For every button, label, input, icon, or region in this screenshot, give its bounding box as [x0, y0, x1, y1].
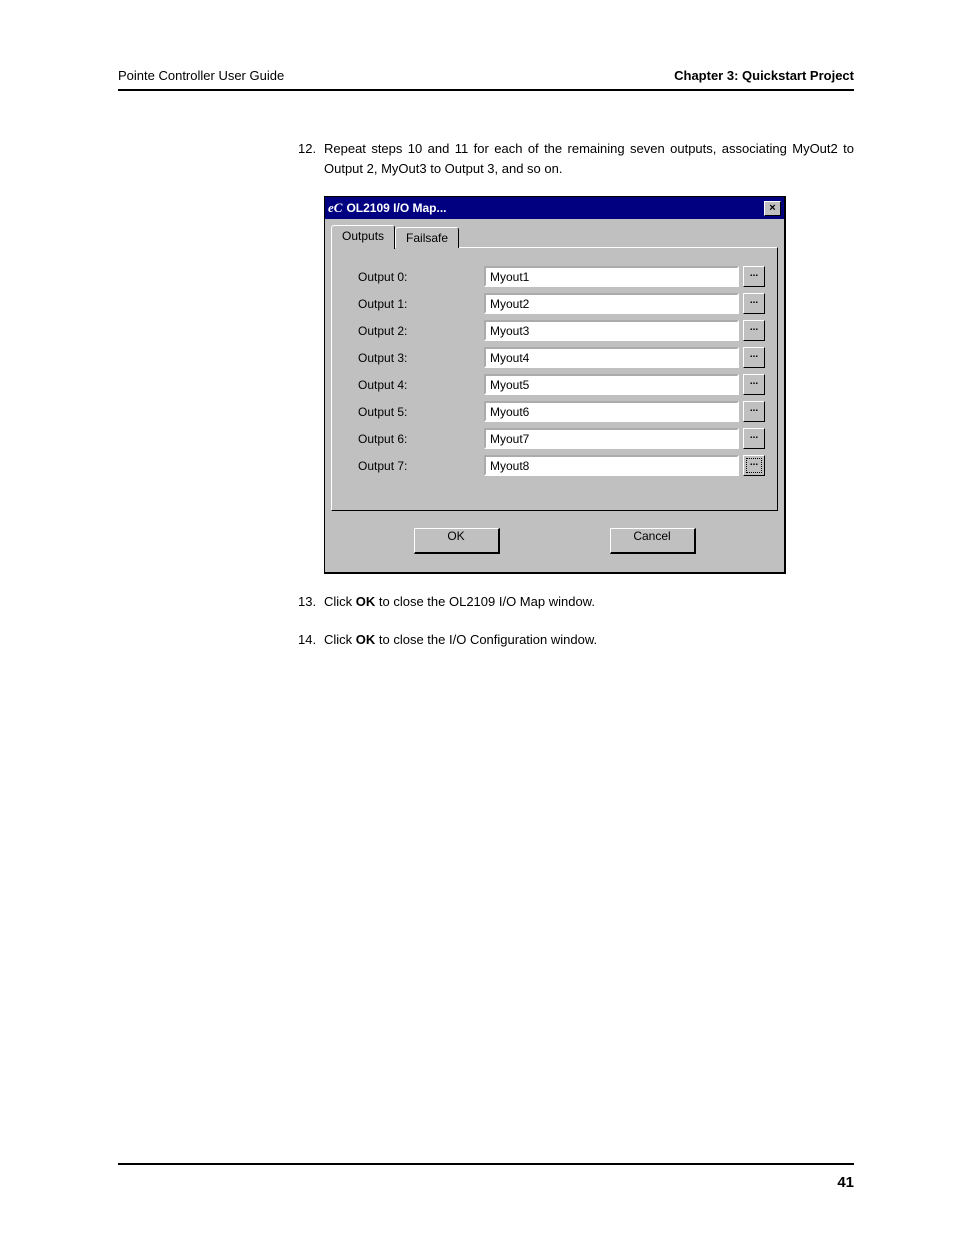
output-label: Output 3: — [344, 351, 484, 365]
output-label: Output 0: — [344, 270, 484, 284]
step-number: 14. — [298, 630, 324, 650]
tab-panel: Output 0: ... Output 1: ... Output 2: ..… — [331, 247, 778, 511]
text: Click — [324, 594, 356, 609]
tab-failsafe[interactable]: Failsafe — [395, 227, 459, 248]
browse-button-6[interactable]: ... — [743, 428, 765, 449]
output-input-0[interactable] — [484, 266, 739, 287]
dialog-buttons: OK Cancel — [331, 528, 778, 562]
output-row-4: Output 4: ... — [344, 374, 765, 395]
output-row-6: Output 6: ... — [344, 428, 765, 449]
output-label: Output 1: — [344, 297, 484, 311]
output-label: Output 6: — [344, 432, 484, 446]
header-left: Pointe Controller User Guide — [118, 68, 284, 83]
output-input-3[interactable] — [484, 347, 739, 368]
browse-button-3[interactable]: ... — [743, 347, 765, 368]
app-icon: eC — [328, 200, 342, 216]
step-14: 14. Click OK to close the I/O Configurat… — [298, 630, 854, 650]
output-row-2: Output 2: ... — [344, 320, 765, 341]
window-title: OL2109 I/O Map... — [346, 201, 764, 215]
browse-button-7[interactable]: ... — [743, 455, 765, 476]
step-text: Click OK to close the I/O Configuration … — [324, 630, 854, 650]
text-bold: OK — [356, 594, 376, 609]
output-input-2[interactable] — [484, 320, 739, 341]
titlebar: eC OL2109 I/O Map... × — [325, 197, 784, 219]
browse-button-4[interactable]: ... — [743, 374, 765, 395]
output-input-1[interactable] — [484, 293, 739, 314]
output-input-4[interactable] — [484, 374, 739, 395]
output-row-7: Output 7: ... — [344, 455, 765, 476]
browse-button-2[interactable]: ... — [743, 320, 765, 341]
window-client: Outputs Failsafe Output 0: ... Output 1:… — [325, 219, 784, 572]
output-row-1: Output 1: ... — [344, 293, 765, 314]
close-icon[interactable]: × — [764, 201, 781, 216]
tab-strip: Outputs Failsafe — [331, 225, 778, 248]
output-row-3: Output 3: ... — [344, 347, 765, 368]
io-map-window: eC OL2109 I/O Map... × Outputs Failsafe … — [324, 196, 786, 574]
page-number: 41 — [837, 1174, 854, 1191]
output-input-6[interactable] — [484, 428, 739, 449]
header-right: Chapter 3: Quickstart Project — [674, 68, 854, 83]
step-text: Repeat steps 10 and 11 for each of the r… — [324, 139, 854, 178]
output-input-5[interactable] — [484, 401, 739, 422]
output-row-5: Output 5: ... — [344, 401, 765, 422]
text: to close the I/O Configuration window. — [375, 632, 597, 647]
cancel-button[interactable]: Cancel — [610, 528, 696, 554]
output-input-7[interactable] — [484, 455, 739, 476]
browse-button-0[interactable]: ... — [743, 266, 765, 287]
step-text: Click OK to close the OL2109 I/O Map win… — [324, 592, 854, 612]
output-label: Output 7: — [344, 459, 484, 473]
output-row-0: Output 0: ... — [344, 266, 765, 287]
ok-button[interactable]: OK — [414, 528, 500, 554]
text: Click — [324, 632, 356, 647]
output-label: Output 5: — [344, 405, 484, 419]
page-header: Pointe Controller User Guide Chapter 3: … — [118, 68, 854, 91]
footer-rule — [118, 1163, 854, 1165]
step-number: 12. — [298, 139, 324, 178]
tab-outputs[interactable]: Outputs — [331, 225, 395, 249]
output-label: Output 2: — [344, 324, 484, 338]
step-13: 13. Click OK to close the OL2109 I/O Map… — [298, 592, 854, 612]
step-number: 13. — [298, 592, 324, 612]
browse-button-1[interactable]: ... — [743, 293, 765, 314]
text-bold: OK — [356, 632, 376, 647]
browse-button-5[interactable]: ... — [743, 401, 765, 422]
output-label: Output 4: — [344, 378, 484, 392]
step-12: 12. Repeat steps 10 and 11 for each of t… — [298, 139, 854, 178]
text: to close the OL2109 I/O Map window. — [375, 594, 595, 609]
